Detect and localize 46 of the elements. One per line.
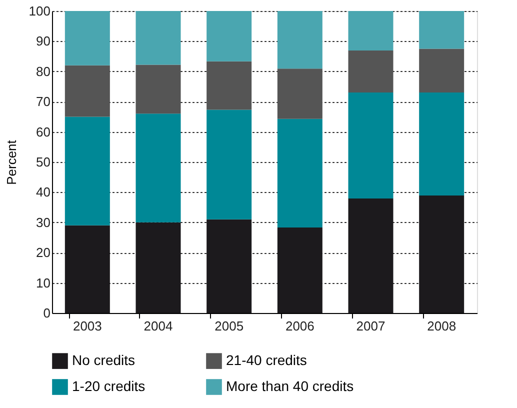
bar [136,64,181,114]
bar [277,118,322,228]
bar [206,61,252,110]
y-tick-label: 40 [36,184,50,200]
bar [348,50,394,93]
bar [277,11,322,69]
bar [64,116,110,226]
x-tick-label: 2005 [214,318,244,334]
bar [136,114,181,222]
x-tick-label: 2004 [144,318,173,334]
x-tick-label: 2008 [427,318,456,334]
bar [64,65,110,117]
bar [348,198,394,313]
x-tick-label: 2007 [356,318,386,334]
y-tick-label: 30 [36,214,50,230]
y-tick-label: 80 [36,64,50,79]
bar [136,11,181,65]
bar [419,48,464,93]
bar [348,92,394,199]
y-tick-label: 100 [28,4,50,18]
y-tick-label: 10 [36,275,50,290]
bar [136,222,181,313]
bar [64,225,110,313]
y-tick-label: 20 [36,245,50,260]
legend-label: 21-40 credits [226,352,307,368]
legend-label: More than 40 credits [226,378,354,394]
bar [64,11,110,66]
bar [277,68,322,119]
legend-label: 1-20 credits [72,378,146,394]
bar [277,228,322,313]
y-tick-label: 90 [36,34,50,49]
bar [419,11,464,49]
bar [206,110,252,220]
bar [206,219,252,313]
bar [348,11,394,51]
x-tick-label: 2003 [72,318,102,334]
y-tick-label: 0 [43,306,50,320]
bar [419,196,464,313]
y-axis-title: Percent [4,140,19,185]
y-tick-label: 50 [36,154,50,170]
bar [206,11,252,62]
legend-label: No credits [72,352,136,368]
bar [419,92,464,196]
y-tick-label: 70 [36,94,50,110]
x-tick-label: 2006 [285,318,314,334]
y-tick-label: 60 [36,124,50,140]
